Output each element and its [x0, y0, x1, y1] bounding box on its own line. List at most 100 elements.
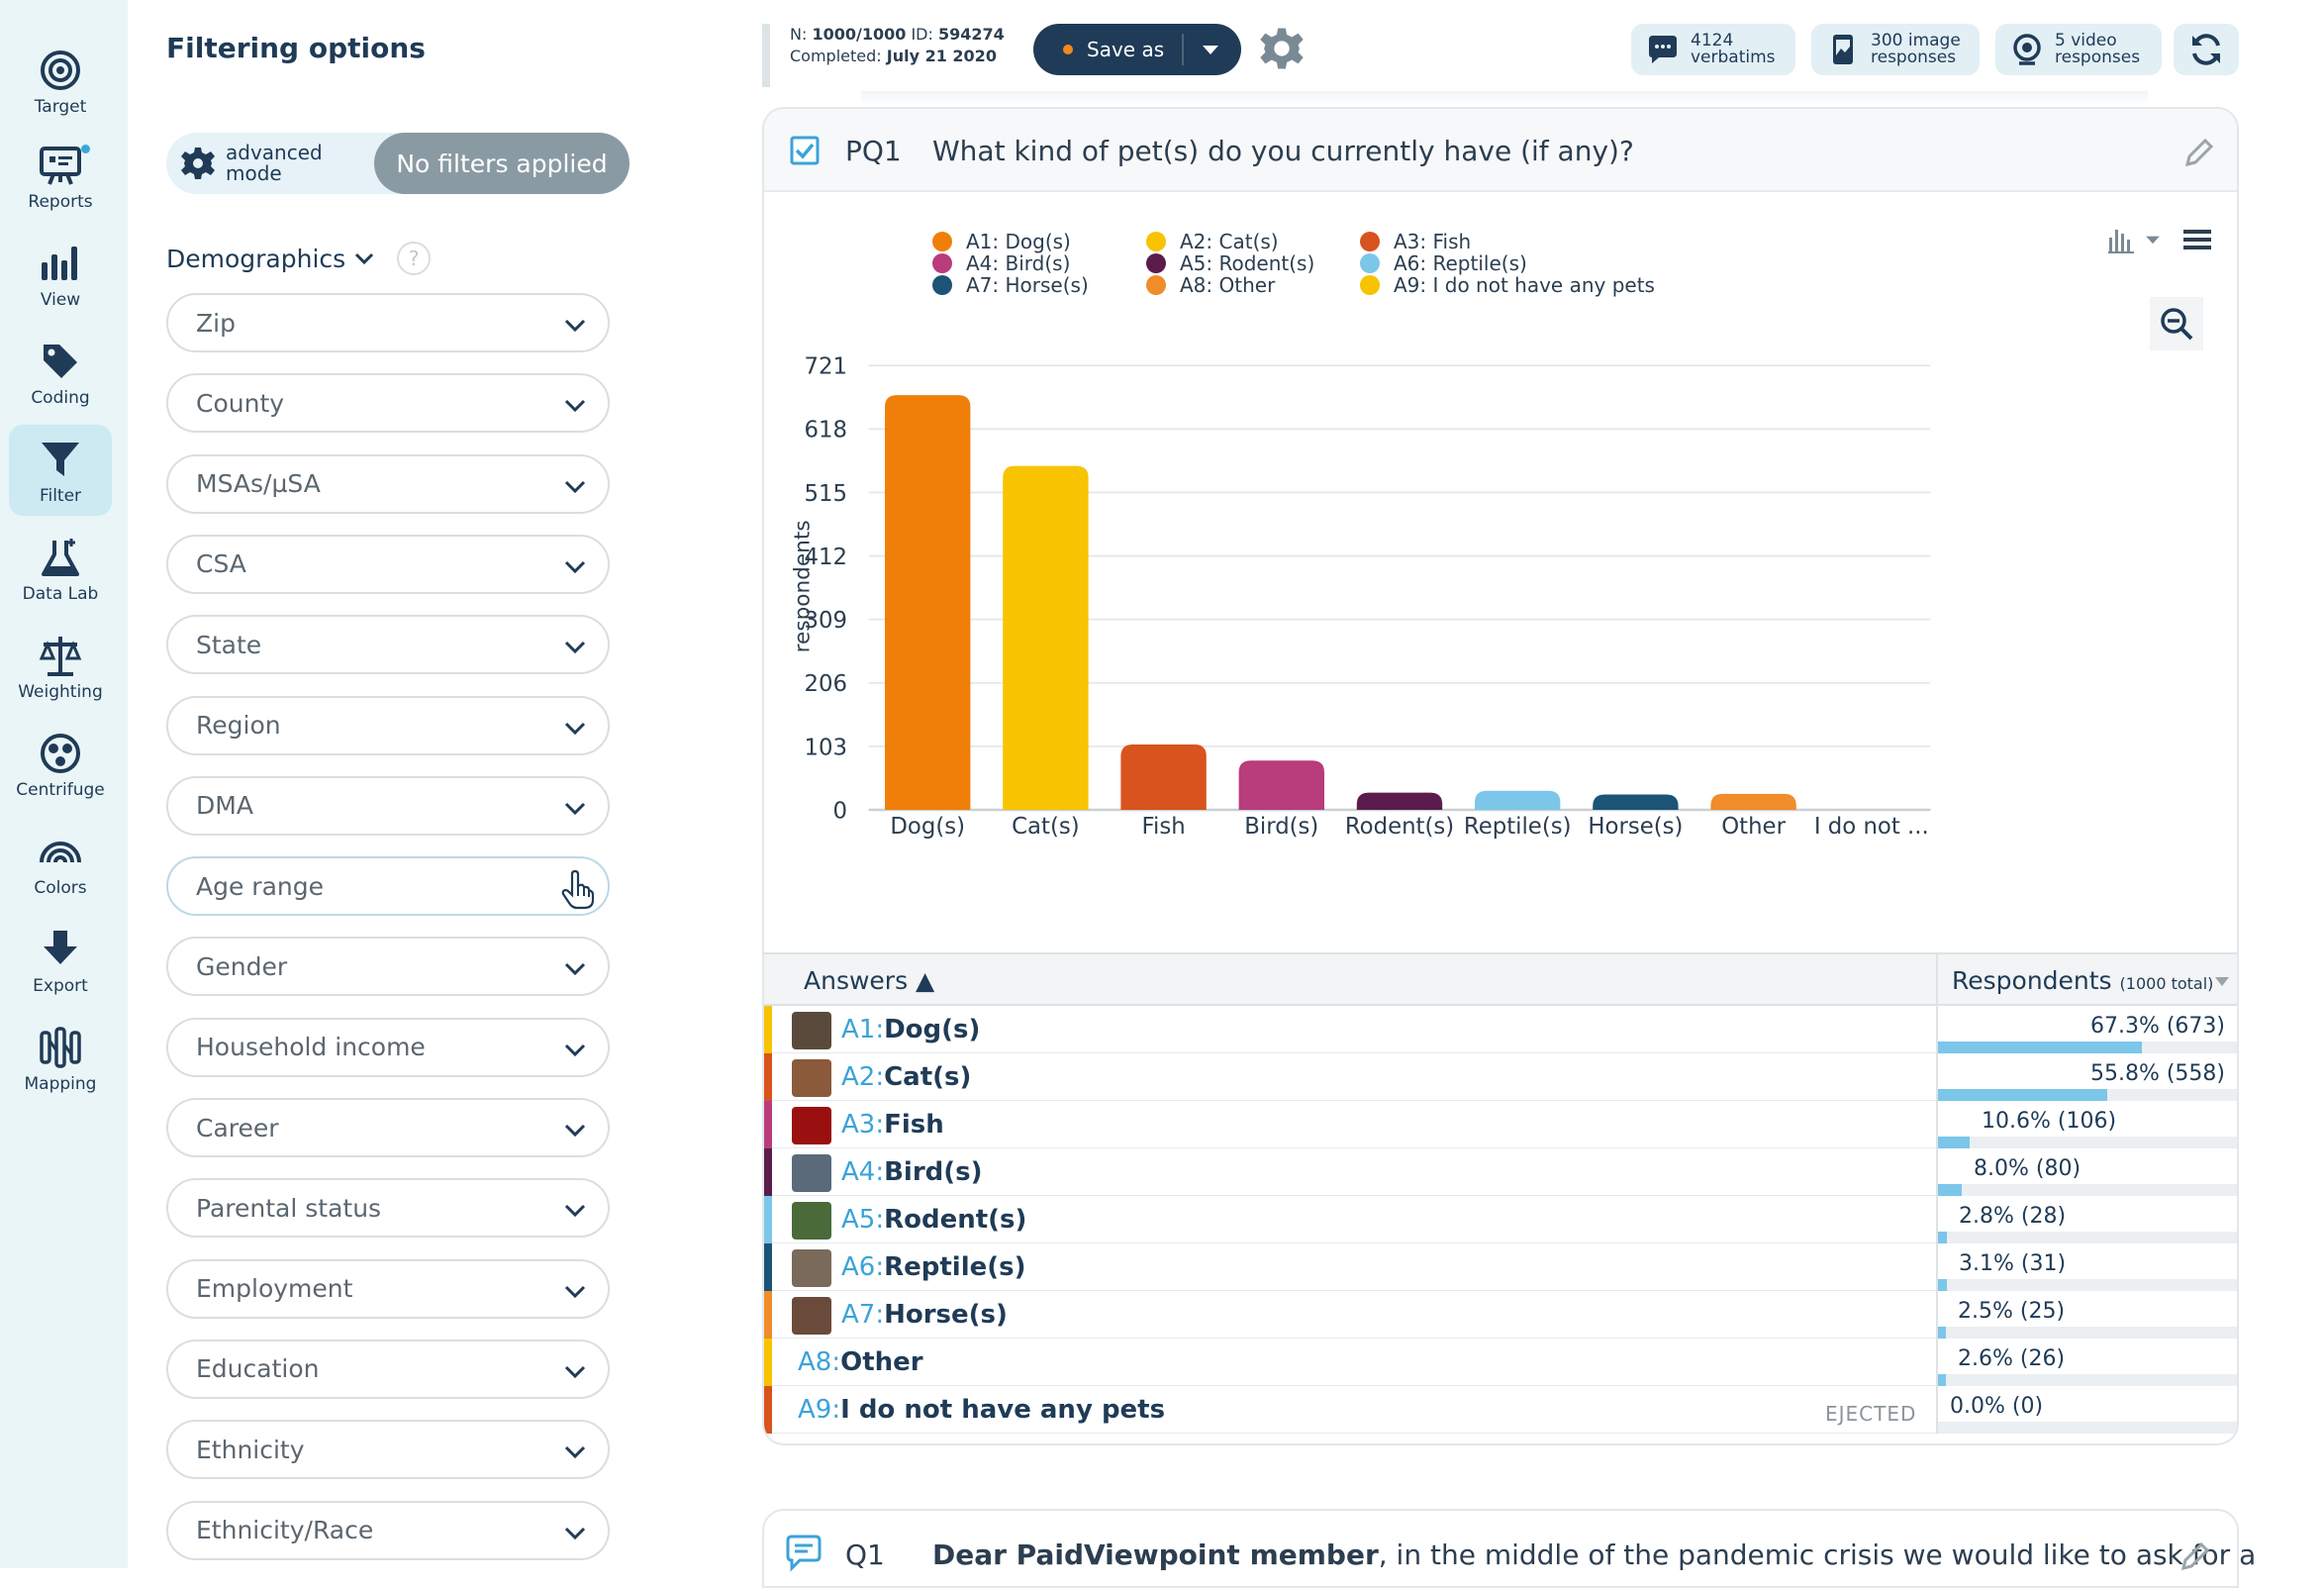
help-icon[interactable]: ? — [397, 242, 432, 275]
filter-dropdown[interactable]: Ethnicity/Race — [166, 1500, 610, 1560]
section-title: Demographics — [166, 244, 346, 273]
rail-item-coding[interactable]: Coding — [9, 327, 112, 418]
filter-dropdown[interactable]: Ethnicity — [166, 1420, 610, 1480]
rail-item-filter[interactable]: Filter — [9, 425, 112, 516]
row-color-bar — [764, 1339, 772, 1386]
pencil-icon[interactable] — [2181, 137, 2215, 170]
filter-dropdown[interactable]: Zip — [166, 293, 610, 352]
table-row[interactable]: A3:Fish 10.6% (106) — [764, 1101, 2237, 1148]
legend-item[interactable]: A8: Other — [1146, 273, 1275, 297]
filter-dropdown[interactable]: CSA — [166, 534, 610, 594]
rail-item-colors[interactable]: Colors — [9, 817, 112, 908]
save-as-button[interactable]: Save as — [1033, 24, 1241, 75]
filter-dropdown[interactable]: DMA — [166, 775, 610, 836]
filter-dropdown[interactable]: Employment — [166, 1258, 610, 1319]
no-filters-pill[interactable]: No filters applied — [374, 133, 629, 194]
caret-down-icon[interactable] — [2213, 972, 2231, 990]
rail-item-mapping[interactable]: Mapping — [9, 1013, 112, 1104]
percentage-bar-fill — [1938, 1232, 1947, 1243]
filter-dropdown[interactable]: Age range — [166, 856, 610, 917]
rail-item-reports[interactable]: Reports — [9, 131, 112, 222]
rail-label: Reports — [28, 192, 93, 212]
zoom-out-button[interactable] — [2150, 297, 2203, 350]
rail-item-data-lab[interactable]: Data Lab — [9, 523, 112, 614]
pencil-icon[interactable] — [2178, 1540, 2211, 1574]
legend-swatch — [1146, 275, 1166, 295]
x-tick-label: Other — [1721, 814, 1786, 840]
legend-item[interactable]: A6: Reptile(s) — [1360, 251, 1527, 275]
legend-item[interactable]: A4: Bird(s) — [932, 251, 1070, 275]
filter-dropdown-label: County — [196, 388, 285, 418]
advanced-mode-button[interactable]: advanced mode — [180, 141, 388, 186]
panel-title: Filtering options — [166, 32, 426, 64]
mapping-icon — [40, 1027, 81, 1068]
filter-dropdown[interactable]: Household income — [166, 1017, 610, 1077]
table-row[interactable]: A8:Other 2.6% (26) — [764, 1339, 2237, 1386]
percentage-bar-track — [1938, 1042, 2237, 1053]
percentage-bar-track — [1938, 1184, 2237, 1196]
filter-dropdown[interactable]: Gender — [166, 937, 610, 997]
legend-item[interactable]: A3: Fish — [1360, 230, 1471, 253]
rail-item-centrifuge[interactable]: Centrifuge — [9, 719, 112, 810]
filter-dropdown[interactable]: Region — [166, 695, 610, 755]
legend-item[interactable]: A9: I do not have any pets — [1360, 273, 1655, 297]
filter-dropdown-label: Household income — [196, 1033, 426, 1062]
image-responses-chip[interactable]: 300 image responses — [1811, 24, 1980, 75]
chart-area: 0 103 206 309 412 515 618 721 respondents Dog(s) C… — [764, 192, 2237, 952]
respondents-column-header[interactable]: Respondents (1000 total) — [1952, 966, 2214, 995]
legend-item[interactable]: A5: Rodent(s) — [1146, 251, 1314, 275]
chart-bar[interactable] — [1120, 744, 1207, 810]
filter-dropdown[interactable]: Education — [166, 1339, 610, 1399]
table-row[interactable]: A5:Rodent(s) 2.8% (28) — [764, 1196, 2237, 1243]
rail-item-target[interactable]: Target — [9, 36, 112, 127]
mode-toggle[interactable]: advanced mode No filters applied — [166, 133, 629, 194]
filter-dropdown[interactable]: Career — [166, 1098, 610, 1157]
table-row[interactable]: A6:Reptile(s) 3.1% (31) — [764, 1243, 2237, 1291]
y-tick-label: 103 — [804, 735, 847, 760]
respondent-percentage: 55.8% (558) — [2089, 1061, 2225, 1086]
chart-bar[interactable] — [885, 395, 971, 810]
chart-bar[interactable] — [1710, 793, 1796, 810]
hamburger-menu-icon[interactable] — [2181, 224, 2213, 255]
verbatims-chip[interactable]: 4124 verbatims — [1631, 24, 1795, 75]
filter-dropdown[interactable]: County — [166, 373, 610, 434]
filter-dropdown-label: Region — [196, 711, 281, 740]
settings-gear-icon[interactable] — [1259, 26, 1305, 71]
rail-item-weighting[interactable]: Weighting — [9, 621, 112, 712]
demographics-section-toggle[interactable]: Demographics ? — [166, 241, 432, 276]
rail-item-export[interactable]: Export — [9, 915, 112, 1006]
legend-item[interactable]: A7: Horse(s) — [932, 273, 1089, 297]
table-row[interactable]: A9:I do not have any pets EJECTED 0.0% (0) — [764, 1386, 2237, 1434]
column-divider — [1936, 1196, 1938, 1243]
y-tick-label: 515 — [804, 481, 847, 507]
filter-dropdown-label: Gender — [196, 951, 288, 981]
rail-item-view[interactable]: View — [9, 229, 112, 320]
chart-bar[interactable] — [1003, 465, 1089, 810]
answers-column-header[interactable]: Answers ▲ — [804, 966, 935, 995]
y-tick-label: 618 — [804, 418, 847, 444]
table-row[interactable]: A2:Cat(s) 55.8% (558) — [764, 1053, 2237, 1101]
filter-dropdown[interactable]: Parental status — [166, 1178, 610, 1239]
filter-dropdown[interactable]: State — [166, 615, 610, 675]
chart-bar[interactable] — [1238, 760, 1324, 810]
video-responses-chip[interactable]: 5 video responses — [1995, 24, 2162, 75]
table-row[interactable]: A7:Horse(s) 2.5% (25) — [764, 1291, 2237, 1339]
column-divider — [1936, 1291, 1938, 1339]
chart-bar[interactable] — [1593, 794, 1679, 810]
rainbow-icon — [40, 842, 81, 863]
legend-item[interactable]: A2: Cat(s) — [1146, 230, 1279, 253]
checkbox-checked-icon[interactable] — [790, 136, 820, 165]
legend-item[interactable]: A1: Dog(s) — [932, 230, 1071, 253]
table-row[interactable]: A1:Dog(s) 67.3% (673) — [764, 1006, 2237, 1053]
centrifuge-icon — [41, 734, 80, 773]
caret-down-icon[interactable] — [2142, 229, 2164, 250]
table-row[interactable]: A4:Bird(s) 8.0% (80) — [764, 1148, 2237, 1196]
answer-thumbnail — [792, 1249, 831, 1287]
chart-bar[interactable] — [1356, 792, 1443, 810]
filter-dropdown[interactable]: MSAs/µSA — [166, 453, 610, 514]
respondent-percentage: 0.0% (0) — [1950, 1394, 2044, 1419]
chart-bar[interactable] — [1475, 790, 1561, 810]
chart-type-icon[interactable] — [2106, 224, 2138, 255]
caret-down-icon[interactable] — [1200, 39, 1221, 60]
refresh-button[interactable] — [2174, 24, 2239, 75]
